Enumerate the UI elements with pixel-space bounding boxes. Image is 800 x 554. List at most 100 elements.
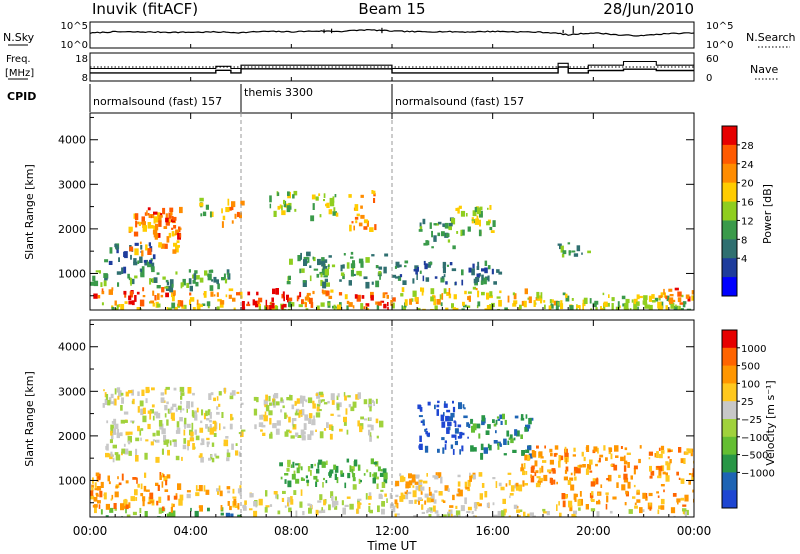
power-cell <box>477 207 481 215</box>
velocity-cell <box>233 498 237 506</box>
power-cell <box>663 288 665 295</box>
nave-tick-bottom: 0 <box>706 73 712 84</box>
power-cell <box>196 303 201 310</box>
power-cell <box>587 250 591 254</box>
power-cell <box>216 306 220 310</box>
date-title: 28/Jun/2010 <box>603 0 694 18</box>
velocity-cell <box>380 469 383 472</box>
velocity-cell <box>180 392 185 396</box>
velocity-cell <box>121 397 124 404</box>
power-cell <box>177 300 181 307</box>
velocity-cell <box>217 491 220 495</box>
velocity-cell <box>620 446 623 449</box>
time-tick-label: 16:00 <box>475 524 510 538</box>
velocity-cell <box>506 430 510 437</box>
velocity-cell <box>120 392 124 396</box>
velocity-cell <box>301 431 306 435</box>
velocity-cell <box>184 422 186 429</box>
velocity-cell <box>598 457 601 463</box>
velocity-cell <box>279 462 283 467</box>
power-cell <box>169 285 174 293</box>
velocity-cell <box>186 405 190 409</box>
velocity-cell <box>312 400 315 405</box>
power-cell <box>409 298 412 305</box>
velocity-cell <box>354 459 358 467</box>
velocity-cell <box>528 453 533 459</box>
velocity-cell <box>284 431 289 437</box>
velocity-cell <box>665 475 670 482</box>
velocity-cell <box>254 424 257 430</box>
power-cell <box>116 271 122 275</box>
power-cell <box>332 196 335 203</box>
velocity-cell <box>508 515 511 517</box>
power-cell <box>333 304 336 310</box>
velocity-cell <box>117 429 119 436</box>
power-cell <box>139 241 142 245</box>
power-cell <box>241 306 246 310</box>
power-cell <box>449 222 453 227</box>
velocity-cell <box>180 401 182 405</box>
freq-tick-bottom: 8 <box>82 73 88 84</box>
velocity-cell <box>330 491 334 498</box>
velocity-cell <box>155 412 161 419</box>
power-cell <box>461 279 464 286</box>
power-cell <box>330 289 334 293</box>
velocity-cell <box>444 485 449 491</box>
power-cell <box>414 297 418 302</box>
velocity-cell <box>117 395 120 400</box>
velocity-cell <box>551 468 556 472</box>
velocity-cell <box>606 478 609 481</box>
velocity-cell <box>139 429 142 436</box>
velocity-cell <box>240 402 244 405</box>
velocity-cell <box>102 403 105 408</box>
velocity-cell <box>451 513 453 517</box>
power-cell <box>148 242 151 247</box>
velocity-cell <box>276 494 279 500</box>
velocity-cell <box>331 500 336 508</box>
velocity-cell <box>98 504 101 509</box>
power-cell <box>553 300 558 306</box>
velocity-cell <box>187 387 192 394</box>
velocity-cell <box>223 439 229 447</box>
velocity-cell <box>95 494 99 497</box>
power-cell <box>603 301 608 307</box>
velocity-cell <box>229 505 232 511</box>
velocity-cell <box>556 481 558 485</box>
velocity-cell <box>110 498 113 501</box>
power-cell <box>205 204 209 210</box>
velocity-cell <box>455 505 458 509</box>
power-cell <box>380 300 385 303</box>
power-cell <box>304 302 307 308</box>
power-cell <box>228 288 234 292</box>
velocity-cell <box>569 505 573 512</box>
velocity-cell <box>450 412 455 418</box>
power-cell <box>668 288 673 292</box>
velocity-cell <box>633 484 636 488</box>
velocity-cell <box>331 496 334 501</box>
velocity-cell <box>680 458 685 464</box>
velocity-cell <box>434 404 436 410</box>
velocity-cell <box>179 417 183 422</box>
power-cell <box>479 206 483 211</box>
velocity-cell <box>206 437 210 441</box>
velocity-cell <box>158 496 162 503</box>
velocity-cell <box>376 435 379 439</box>
velocity-cell <box>293 490 297 495</box>
power-cell <box>175 245 179 252</box>
velocity-cell <box>315 412 321 418</box>
velocity-cell <box>178 498 183 506</box>
velocity-cell <box>107 475 110 482</box>
power-cell <box>536 291 540 299</box>
power-cell <box>621 295 626 300</box>
sky-left-tick-bottom: 10^0 <box>61 40 88 51</box>
velocity-cell <box>358 478 361 484</box>
velocity-cell <box>454 434 457 440</box>
velocity-cell <box>147 423 151 430</box>
velocity-cell <box>379 420 384 428</box>
power-cell <box>486 305 491 310</box>
velocity-cell <box>334 473 337 480</box>
power-cell <box>304 296 309 301</box>
power-cell <box>356 213 360 217</box>
velocity-cell <box>282 490 286 494</box>
velocity-cell <box>376 476 379 480</box>
